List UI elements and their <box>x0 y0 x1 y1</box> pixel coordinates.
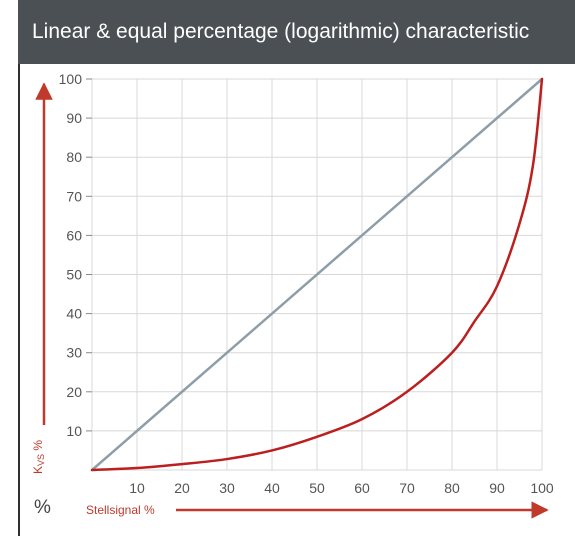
chart-title: Linear & equal percentage (logarithmic) … <box>32 20 530 43</box>
x-tick-label: 10 <box>129 480 145 496</box>
x-tick-label: 60 <box>354 480 370 496</box>
series-lines <box>90 77 544 472</box>
x-tick-label: 90 <box>489 480 505 496</box>
x-tick-labels: 10 20 30 40 50 60 70 80 90 100 <box>129 480 554 496</box>
y-axis-label: KVS % <box>31 440 46 474</box>
y-tick-label: 30 <box>66 345 82 361</box>
y-tick-label: 80 <box>66 149 82 165</box>
y-tick-label: 70 <box>66 188 82 204</box>
x-axis-label: Stellsignal % <box>86 503 155 517</box>
x-tick-label: 80 <box>444 480 460 496</box>
left-border <box>18 64 20 536</box>
x-tick-label: 70 <box>399 480 415 496</box>
corner-percent-label: % <box>34 497 51 518</box>
x-tick-label: 40 <box>264 480 280 496</box>
y-tick-label: 20 <box>66 384 82 400</box>
linear-series-line <box>90 77 544 472</box>
y-tick-label: 50 <box>66 267 82 283</box>
y-tick-label: 60 <box>66 227 82 243</box>
y-tick-label: 40 <box>66 306 82 322</box>
x-tick-label: 50 <box>309 480 325 496</box>
x-tick-label: 20 <box>174 480 190 496</box>
grid-lines <box>86 78 543 471</box>
x-tick-label: 30 <box>219 480 235 496</box>
y-tick-label: 100 <box>59 71 83 87</box>
equal-percentage-series-line <box>90 77 544 472</box>
y-tick-labels: 10 20 30 40 50 60 70 80 90 100 <box>59 71 83 439</box>
x-tick-label: 100 <box>530 480 554 496</box>
y-tick-label: 10 <box>66 423 82 439</box>
chart-header: Linear & equal percentage (logarithmic) … <box>18 0 575 64</box>
y-tick-label: 90 <box>66 110 82 126</box>
